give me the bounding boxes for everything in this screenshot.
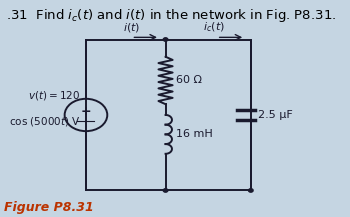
- Text: Figure P8.31: Figure P8.31: [4, 201, 93, 214]
- Text: 16 mH: 16 mH: [175, 129, 212, 139]
- Text: .31  Find $i_c(t)$ and $i(t)$ in the network in Fig. P8.31.: .31 Find $i_c(t)$ and $i(t)$ in the netw…: [6, 7, 337, 24]
- Text: $v(t) = 120$: $v(t) = 120$: [28, 89, 80, 102]
- Circle shape: [163, 38, 168, 41]
- Text: +: +: [80, 105, 91, 118]
- Text: 60 Ω: 60 Ω: [175, 76, 202, 85]
- Circle shape: [163, 189, 168, 192]
- Text: $i(t)$: $i(t)$: [123, 21, 140, 34]
- Circle shape: [248, 189, 253, 192]
- Text: 2.5 μF: 2.5 μF: [258, 110, 293, 120]
- Text: cos (5000$t$) V: cos (5000$t$) V: [9, 115, 80, 128]
- Text: $i_c(t)$: $i_c(t)$: [203, 21, 225, 34]
